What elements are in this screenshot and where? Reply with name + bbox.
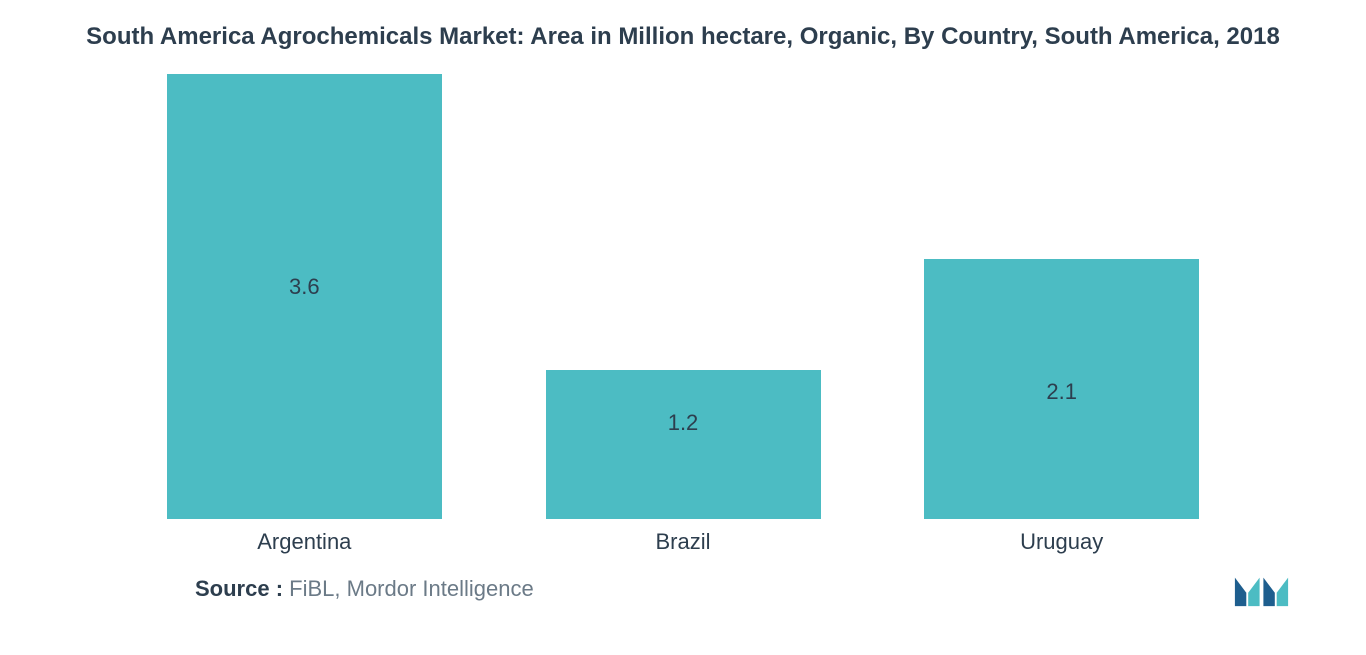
bar-brazil: 1.2	[546, 370, 821, 518]
chart-container: South America Agrochemicals Market: Area…	[0, 0, 1366, 655]
bar-value-argentina: 3.6	[289, 274, 320, 300]
mordor-logo-icon	[1231, 570, 1311, 608]
source-row: Source : FiBL, Mordor Intelligence	[15, 555, 1351, 608]
chart-title: South America Agrochemicals Market: Area…	[15, 20, 1351, 54]
label-argentina: Argentina	[115, 529, 494, 555]
bar-argentina: 3.6	[167, 74, 442, 519]
labels-row: Argentina Brazil Uruguay	[15, 529, 1351, 555]
bar-uruguay: 2.1	[924, 259, 1199, 519]
label-uruguay: Uruguay	[872, 529, 1251, 555]
source-text: Source : FiBL, Mordor Intelligence	[195, 576, 534, 602]
bars-area: 3.6 1.2 2.1	[15, 74, 1351, 519]
bar-value-brazil: 1.2	[668, 410, 699, 436]
label-brazil: Brazil	[494, 529, 873, 555]
bar-wrapper-uruguay: 2.1	[872, 74, 1251, 519]
source-attribution: FiBL, Mordor Intelligence	[289, 576, 534, 601]
bar-value-uruguay: 2.1	[1046, 379, 1077, 405]
source-label: Source :	[195, 576, 283, 601]
bar-wrapper-brazil: 1.2	[494, 74, 873, 519]
bar-wrapper-argentina: 3.6	[115, 74, 494, 519]
